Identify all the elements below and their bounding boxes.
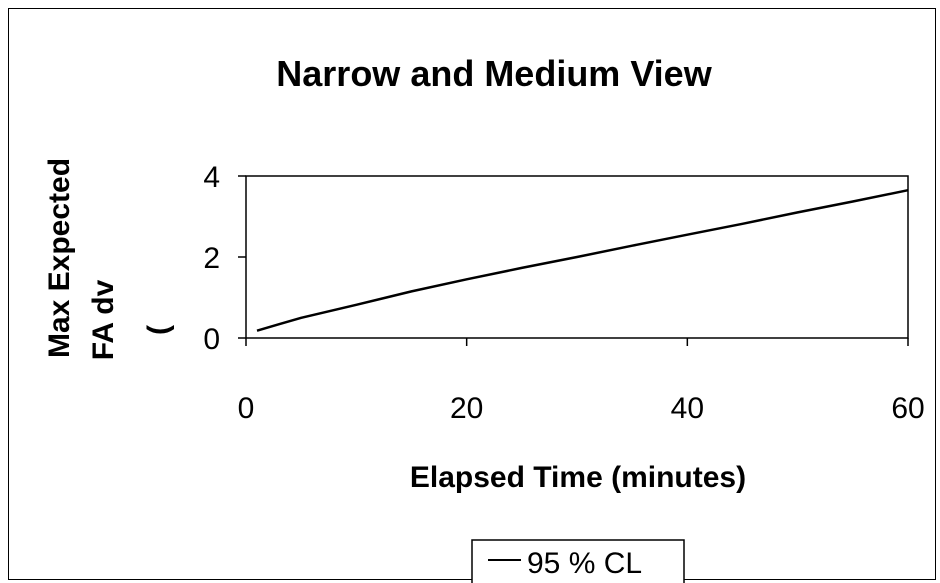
y-tick-label-2: 2 bbox=[203, 242, 220, 275]
y-axis-ticks: 0 2 4 bbox=[203, 161, 246, 356]
x-tick-label-0: 0 bbox=[238, 392, 255, 425]
y-tick-label-0: 0 bbox=[203, 323, 220, 356]
legend-label-95-cl: 95 % CL bbox=[527, 547, 642, 580]
x-tick-label-40: 40 bbox=[671, 392, 704, 425]
x-axis-ticks: 0 20 40 60 bbox=[238, 338, 925, 425]
y-axis-label-line-1: Max Expected bbox=[43, 158, 76, 358]
chart-frame bbox=[8, 8, 936, 580]
series-layer bbox=[256, 188, 909, 332]
x-tick-label-60: 60 bbox=[891, 392, 924, 425]
legend: 95 % CL bbox=[471, 539, 685, 583]
y-axis-label-line-3: ( bbox=[142, 325, 175, 335]
x-tick-label-20: 20 bbox=[450, 392, 483, 425]
legend-box bbox=[471, 539, 685, 583]
chart-title: Narrow and Medium View bbox=[276, 53, 712, 94]
series-line-95-cl bbox=[256, 188, 909, 332]
y-axis-label-line-2: FA dv bbox=[87, 279, 120, 360]
x-axis-label: Elapsed Time (minutes) bbox=[410, 461, 746, 494]
y-axis-label: Max Expected FA dv ( bbox=[43, 158, 175, 360]
y-tick-label-4: 4 bbox=[203, 161, 220, 194]
